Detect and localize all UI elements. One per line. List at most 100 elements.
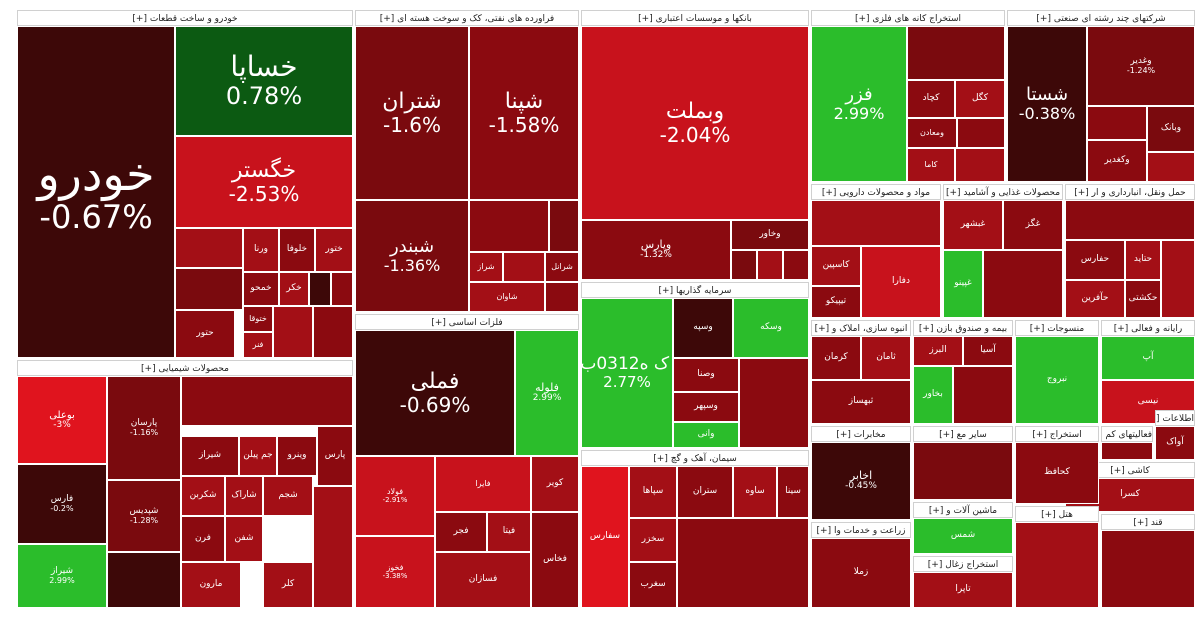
stock-tile[interactable]: فولاد -2.91%: [355, 456, 435, 536]
stock-tile[interactable]: غگز: [1003, 200, 1063, 250]
sector-header[interactable]: محصولات غذایی و آشامید [+]: [943, 184, 1063, 200]
stock-tile[interactable]: غپینو: [943, 250, 983, 318]
sector-header[interactable]: سیمان، آهک و گچ [+]: [581, 450, 809, 466]
stock-tile[interactable]: شستا -0.38%: [1007, 26, 1087, 182]
sector-header[interactable]: زراعت و خدمات وا [+]: [811, 522, 911, 538]
stock-tile[interactable]: فیتا: [487, 512, 531, 552]
stock-tile[interactable]: فزر 2.99%: [811, 26, 907, 182]
sector-header[interactable]: فراورده های نفتی، کک و سوخت هسته ای [+]: [355, 10, 579, 26]
stock-tile[interactable]: تیپیکو: [811, 286, 861, 318]
stock-tile[interactable]: شپدیس -1.28%: [107, 480, 181, 552]
stock-tile[interactable]: وکغدیر: [1087, 140, 1147, 182]
stock-tile[interactable]: ورنا: [243, 228, 279, 272]
stock-tile[interactable]: اخابر -0.45%: [811, 442, 911, 520]
stock-tile[interactable]: سغرب: [629, 562, 677, 608]
sector-header[interactable]: بانکها و موسسات اعتباری [+]: [581, 10, 809, 26]
stock-tile[interactable]: خگستر -2.53%: [175, 136, 353, 228]
stock-tile[interactable]: دفارا: [861, 246, 941, 318]
stock-tile[interactable]: خمحو: [243, 272, 279, 306]
stock-tile[interactable]: وپارس -1.32%: [581, 220, 731, 280]
stock-tile[interactable]: فرن: [181, 516, 225, 562]
stock-tile[interactable]: بخاور: [913, 366, 953, 424]
stock-tile[interactable]: ستران: [677, 466, 733, 518]
stock-tile[interactable]: ختوقا: [243, 306, 273, 332]
stock-tile[interactable]: وینرو: [277, 436, 317, 476]
stock-tile[interactable]: کاسپین: [811, 246, 861, 286]
stock-tile[interactable]: آپ: [1101, 336, 1195, 380]
sector-header[interactable]: قند [+]: [1101, 514, 1195, 530]
sector-header[interactable]: بیمه و صندوق بازن [+]: [913, 320, 1013, 336]
stock-tile[interactable]: پارسان -1.16%: [107, 376, 181, 480]
sector-header[interactable]: سرمایه گذاریها [+]: [581, 282, 809, 298]
stock-tile[interactable]: مارون: [181, 562, 241, 608]
stock-tile[interactable]: ثبهساز: [811, 380, 911, 424]
stock-tile[interactable]: شاراک: [225, 476, 263, 516]
stock-tile[interactable]: خساپا 0.78%: [175, 26, 353, 136]
stock-tile[interactable]: نبروج: [1015, 336, 1099, 424]
sector-header[interactable]: هتل [+]: [1015, 506, 1099, 522]
sector-header[interactable]: استخراج کانه های فلزی [+]: [811, 10, 1005, 26]
sector-header[interactable]: استخراج [+]: [1015, 426, 1099, 442]
sector-header[interactable]: استخراج زغال [+]: [913, 556, 1013, 572]
sector-header[interactable]: مخابرات [+]: [811, 426, 911, 442]
stock-tile[interactable]: شتران -1.6%: [355, 26, 469, 200]
stock-tile[interactable]: ختور: [315, 228, 353, 272]
stock-tile[interactable]: جم پیلن: [239, 436, 277, 476]
sector-header[interactable]: فعالیتهای کم [+]: [1101, 426, 1153, 442]
stock-tile[interactable]: کاما: [907, 148, 955, 182]
stock-tile[interactable]: کحافظ: [1015, 442, 1099, 504]
stock-tile[interactable]: پارس: [317, 426, 353, 486]
stock-tile[interactable]: تاپرا: [913, 572, 1013, 608]
stock-tile[interactable]: س ک ه0312ب012.77%: [581, 298, 673, 448]
stock-tile[interactable]: کگل: [955, 80, 1005, 118]
stock-tile[interactable]: کچاد: [907, 80, 955, 118]
stock-tile[interactable]: شبندر -1.36%: [355, 200, 469, 312]
sector-header[interactable]: سایر مع [+]: [913, 426, 1013, 442]
stock-tile[interactable]: فسازان: [435, 552, 531, 608]
stock-tile[interactable]: خلوفا: [279, 228, 315, 272]
stock-tile[interactable]: زملا: [811, 538, 911, 608]
stock-tile[interactable]: وسپه: [673, 298, 733, 358]
sector-header[interactable]: اطلاعات [+]: [1155, 410, 1195, 426]
stock-tile[interactable]: وسکه: [733, 298, 809, 358]
stock-tile[interactable]: فایرا: [435, 456, 531, 512]
stock-tile[interactable]: فملی -0.69%: [355, 330, 515, 456]
stock-tile[interactable]: سپاها: [629, 466, 677, 518]
stock-tile[interactable]: سخزر: [629, 518, 677, 562]
stock-tile[interactable]: فخوز -3.38%: [355, 536, 435, 608]
stock-tile[interactable]: خکر: [279, 272, 309, 306]
sector-header[interactable]: ماشین آلات و [+]: [913, 502, 1013, 518]
stock-tile[interactable]: بوعلی -3%: [17, 376, 107, 464]
stock-tile[interactable]: حفارس: [1065, 240, 1125, 280]
stock-tile[interactable]: فنر: [243, 332, 273, 358]
sector-header[interactable]: فلزات اساسی [+]: [355, 314, 579, 330]
sector-header[interactable]: انبوه سازی، املاک و [+]: [811, 320, 911, 336]
sector-header[interactable]: شرکتهای چند رشته ای صنعتی [+]: [1007, 10, 1195, 26]
sector-header[interactable]: رایانه و فعالی [+]: [1101, 320, 1195, 336]
sector-header[interactable]: مواد و محصولات دارویی [+]: [811, 184, 941, 200]
sector-header[interactable]: خودرو و ساخت قطعات [+]: [17, 10, 353, 26]
stock-tile[interactable]: شرانل: [545, 252, 579, 282]
stock-tile[interactable]: فخاس: [531, 512, 579, 608]
stock-tile[interactable]: فارس -0.2%: [17, 464, 107, 544]
stock-tile[interactable]: وخاور: [731, 220, 809, 250]
stock-tile[interactable]: وانی: [673, 422, 739, 448]
sector-header[interactable]: محصولات شیمیایی [+]: [17, 360, 353, 376]
stock-tile[interactable]: ساوه: [733, 466, 777, 518]
stock-tile[interactable]: سینا: [777, 466, 809, 518]
stock-tile[interactable]: وسپهر: [673, 392, 739, 422]
stock-tile[interactable]: غبشهر: [943, 200, 1003, 250]
stock-tile[interactable]: فجر: [435, 512, 487, 552]
stock-tile[interactable]: حآفرین: [1065, 280, 1125, 318]
stock-tile[interactable]: وبانک: [1147, 106, 1195, 152]
stock-tile[interactable]: شراز: [469, 252, 503, 282]
stock-tile[interactable]: سفارس: [581, 466, 629, 608]
stock-tile[interactable]: فلوله 2.99%: [515, 330, 579, 456]
stock-tile[interactable]: وصنا: [673, 358, 739, 392]
stock-tile[interactable]: کویر: [531, 456, 579, 512]
stock-tile[interactable]: حتاید: [1125, 240, 1161, 280]
stock-tile[interactable]: ثامان: [861, 336, 911, 380]
stock-tile[interactable]: حکشتی: [1125, 280, 1161, 318]
stock-tile[interactable]: کرمان: [811, 336, 861, 380]
stock-tile[interactable]: شکربن: [181, 476, 225, 516]
